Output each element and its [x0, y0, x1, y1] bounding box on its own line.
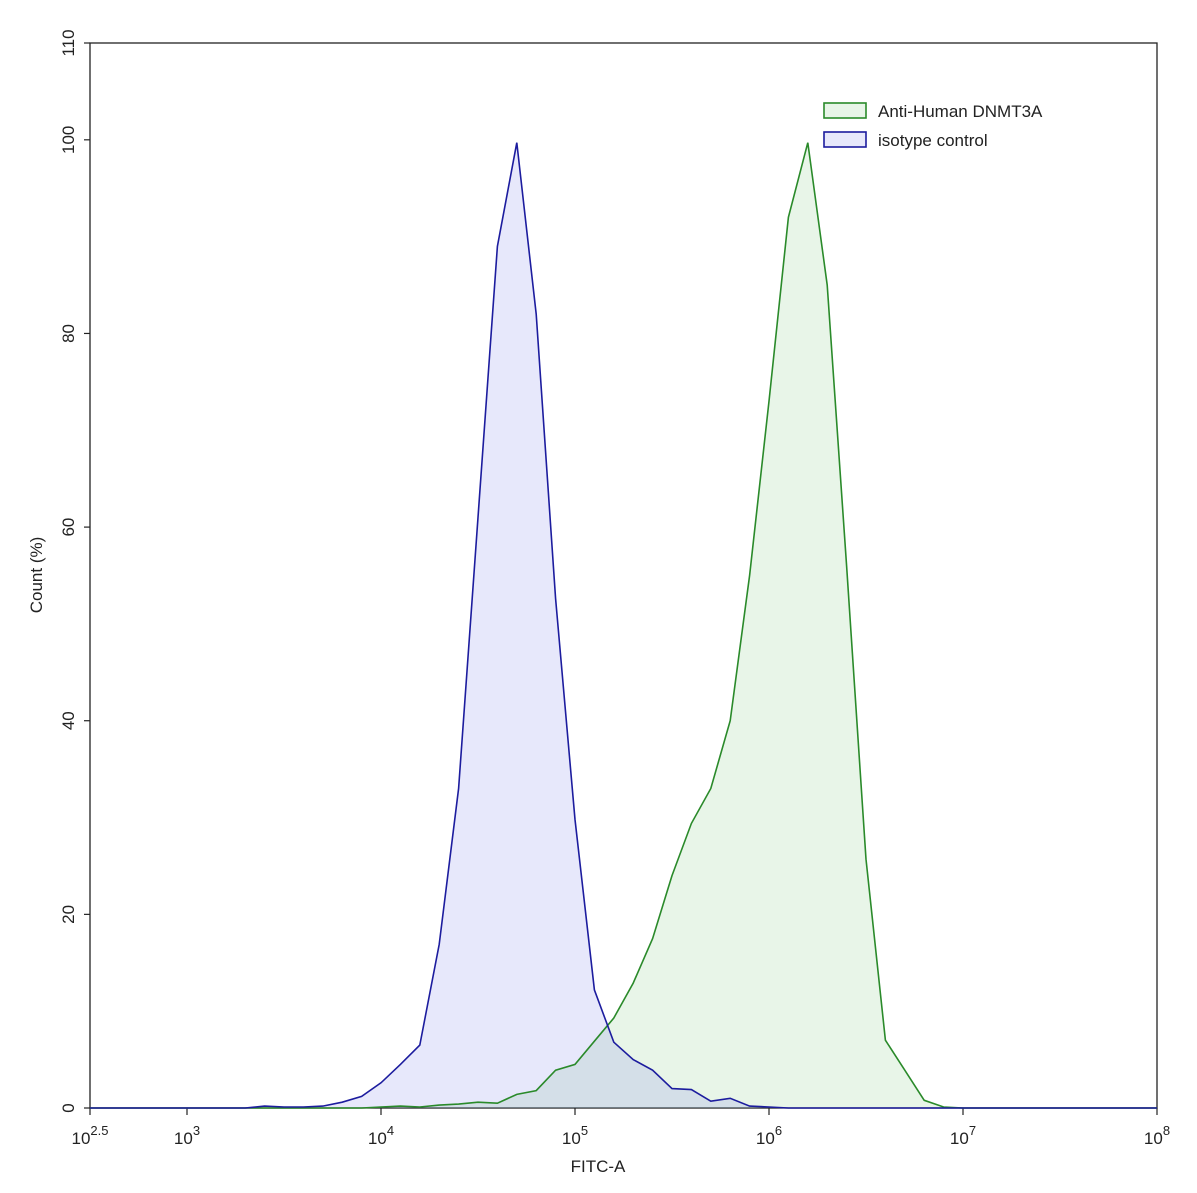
x-axis-label: FITC-A — [571, 1157, 626, 1176]
histogram-line — [90, 142, 1157, 1109]
legend-label: Anti-Human DNMT3A — [878, 102, 1043, 121]
y-tick-label: 100 — [59, 126, 78, 154]
x-tick-label: 10^4 — [368, 1123, 394, 1148]
area-fill — [90, 142, 1157, 1108]
y-tick-label: 40 — [59, 711, 78, 730]
area-fill — [90, 142, 1157, 1108]
x-tick-label: 10^3 — [174, 1123, 200, 1148]
legend-swatch — [823, 102, 867, 119]
plot-frame — [89, 42, 1158, 1109]
y-tick-label: 20 — [59, 905, 78, 924]
x-tick-label: 10^7 — [950, 1123, 976, 1148]
y-tick-label: 60 — [59, 518, 78, 537]
x-tick-label: 10^6 — [756, 1123, 782, 1148]
y-tick-label: 0 — [59, 1103, 78, 1112]
x-tick-label: 10^2.5 — [72, 1123, 109, 1148]
x-tick-label: 10^8 — [1144, 1123, 1170, 1148]
y-tick-label: 110 — [59, 29, 78, 56]
histogram-line — [90, 142, 1157, 1109]
y-tick-label: 80 — [59, 324, 78, 343]
legend-swatch — [823, 131, 867, 148]
x-tick-label: 10^5 — [562, 1123, 588, 1148]
legend-label: isotype control — [878, 131, 988, 150]
y-axis-label: Count (%) — [27, 537, 46, 614]
